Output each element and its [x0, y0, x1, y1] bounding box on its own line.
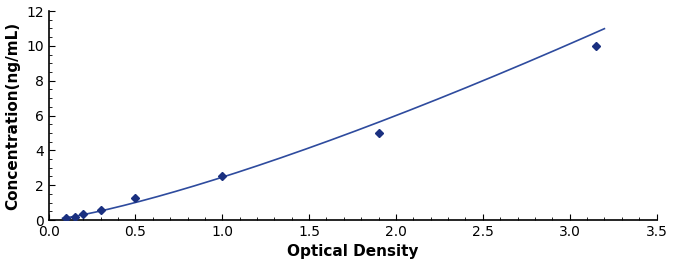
X-axis label: Optical Density: Optical Density [287, 244, 419, 259]
Y-axis label: Concentration(ng/mL): Concentration(ng/mL) [5, 21, 21, 210]
